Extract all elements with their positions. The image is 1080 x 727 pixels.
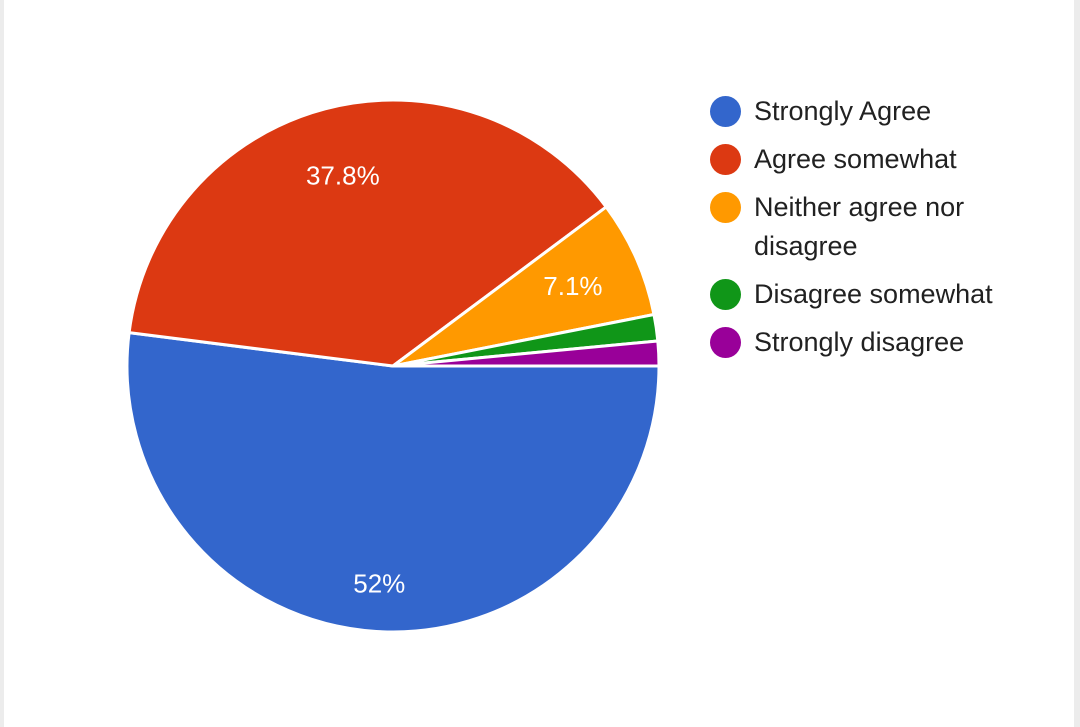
legend-label: Strongly disagree bbox=[754, 327, 965, 357]
legend-swatch-icon bbox=[710, 192, 741, 223]
slice-value-label: 37.8% bbox=[306, 161, 380, 191]
legend-item-neither[interactable]: Neither agree nor disagree bbox=[710, 188, 1000, 266]
legend-label: Agree somewhat bbox=[754, 144, 957, 174]
legend-item-strongly-agree[interactable]: Strongly Agree bbox=[710, 92, 1000, 131]
legend-swatch-icon bbox=[710, 144, 741, 175]
legend-label: Neither agree nor disagree bbox=[754, 192, 965, 261]
legend-swatch-icon bbox=[710, 96, 741, 127]
legend-swatch-icon bbox=[710, 327, 741, 358]
pie-slice-strongly-agree[interactable] bbox=[125, 331, 661, 634]
pie-slice-agree-somewhat[interactable] bbox=[127, 98, 608, 368]
legend-label: Disagree somewhat bbox=[754, 279, 993, 309]
slice-value-label: 52% bbox=[353, 569, 405, 599]
slice-value-label: 7.1% bbox=[543, 271, 602, 301]
legend-item-disagree-somewhat[interactable]: Disagree somewhat bbox=[710, 275, 1000, 314]
legend-item-agree-somewhat[interactable]: Agree somewhat bbox=[710, 140, 1000, 179]
pie-slice-strongly-disagree[interactable] bbox=[391, 339, 661, 368]
chart-legend: Strongly Agree Agree somewhat Neither ag… bbox=[710, 92, 1000, 371]
chart-card: 52% 37.8% 7.1% Strongly Agree Agree somewh… bbox=[4, 0, 1074, 727]
legend-label: Strongly Agree bbox=[754, 96, 932, 126]
pie-chart: 52% 37.8% 7.1% bbox=[125, 98, 661, 634]
legend-swatch-icon bbox=[710, 279, 741, 310]
legend-item-strongly-disagree[interactable]: Strongly disagree bbox=[710, 323, 1000, 362]
